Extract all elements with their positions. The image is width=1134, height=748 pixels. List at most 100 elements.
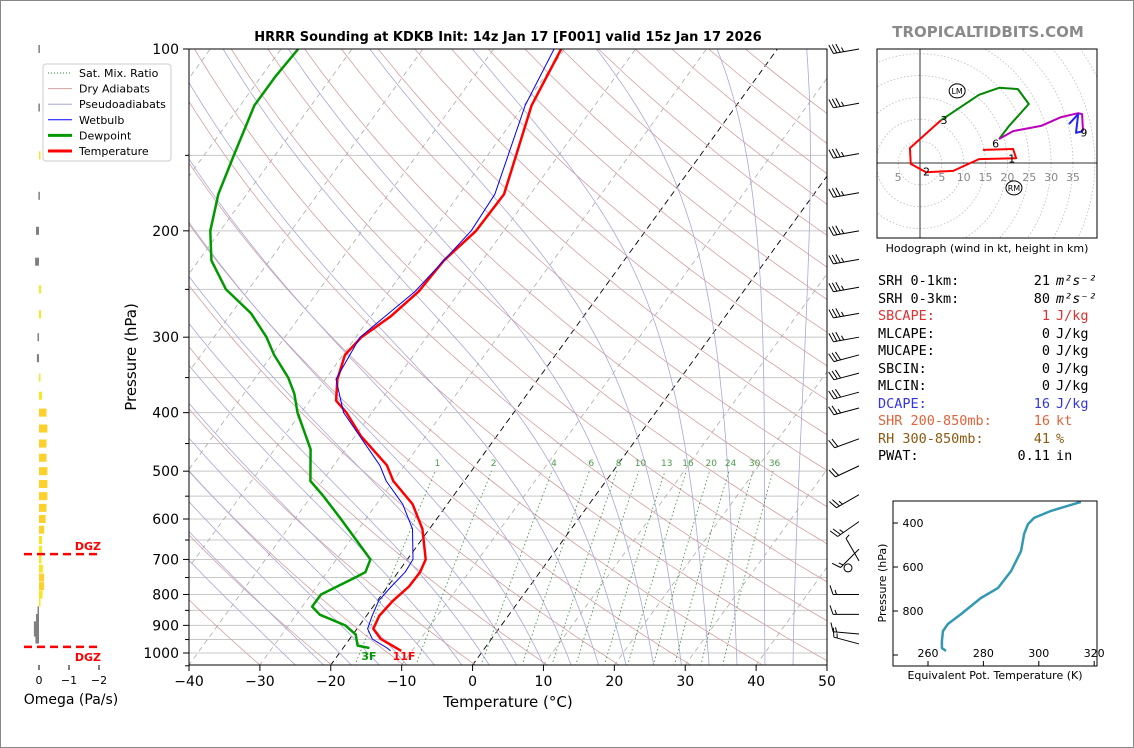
legend-label: Pseudoadiabats — [79, 98, 166, 111]
barb-staff — [834, 438, 860, 449]
dry-adiabat — [341, 49, 827, 471]
watermark: TROPICALTIDBITS.COM — [892, 23, 1084, 41]
wind-barb — [829, 605, 859, 615]
hodograph-caption: Hodograph (wind in kt, height in km) — [886, 242, 1089, 255]
isotherm — [189, 49, 636, 665]
mixing-ratio-line — [700, 471, 754, 665]
mixing-ratio-line — [627, 471, 687, 665]
hodograph-height-label: 9 — [1080, 126, 1087, 139]
omega-bar — [39, 573, 45, 582]
hodograph-trace — [908, 119, 1018, 174]
pseudoadiabat — [189, 158, 572, 665]
stat-unit: in — [1056, 448, 1073, 464]
barb-flag — [830, 622, 834, 632]
barb-half-flag — [841, 101, 845, 107]
omega-bar — [37, 606, 39, 615]
barb-flag — [831, 226, 838, 235]
omega-bar — [39, 479, 48, 488]
barb-flag — [835, 281, 841, 291]
omega-bar — [39, 310, 42, 319]
dry-adiabat — [267, 49, 827, 545]
omega-bar — [39, 408, 47, 417]
stat-value: 0 — [1041, 378, 1050, 394]
omega-bar — [39, 492, 48, 501]
stat-label: DCAPE: — [878, 395, 927, 412]
dry-adiabat — [189, 534, 333, 665]
omega-bar — [39, 373, 41, 382]
y-tick-label: 300 — [152, 330, 179, 346]
y-tick-label: 900 — [152, 618, 179, 634]
barb-flag — [835, 225, 841, 235]
highlight-isotherm — [472, 175, 827, 665]
stat-value: 0.11 — [1017, 448, 1050, 464]
stat-unit: J/kg — [1056, 378, 1089, 394]
hodograph-ring-label: 5 — [895, 171, 902, 184]
dry-adiabat — [230, 49, 827, 583]
omega-bar — [36, 354, 39, 363]
pseudoadiabat — [288, 49, 655, 665]
wind-barb — [828, 308, 860, 319]
mixing-ratio-line — [674, 471, 730, 665]
pseudoadiabat — [792, 49, 811, 665]
isotherm — [542, 273, 827, 665]
barb-flag — [831, 370, 838, 380]
barb-flag — [835, 98, 841, 107]
pseudoadiabat — [189, 81, 599, 665]
isotherm — [189, 49, 566, 568]
barb-flag — [832, 499, 840, 507]
mixing-ratio-label: 20 — [705, 459, 717, 469]
barb-flag — [828, 226, 834, 236]
wind-barb — [829, 494, 860, 509]
barb-flag — [831, 332, 838, 342]
x-tick-label: −10 — [387, 674, 417, 690]
y-axis-label: Pressure (hPa) — [122, 303, 140, 411]
legend: Sat. Mix. Ratio Dry Adiabats Pseudoadiabat… — [42, 63, 172, 162]
hodograph-area — [877, 49, 1097, 238]
omega-bar — [35, 635, 39, 644]
dry-adiabat — [189, 100, 827, 662]
stat-value: 1 — [1041, 308, 1050, 324]
omega-bar — [38, 103, 40, 112]
stat-label: SRH 0-3km: — [878, 290, 960, 307]
legend-box — [42, 63, 172, 162]
stat-label: MLCIN: — [878, 378, 927, 394]
legend-label: Wetbulb — [79, 114, 124, 127]
dry-adiabat — [189, 346, 548, 665]
barb-staff — [833, 258, 860, 265]
barb-flag — [831, 44, 838, 54]
barb-flag — [835, 148, 841, 158]
theta-e-y-label: Pressure (hPa) — [876, 544, 889, 623]
y-tick-label: 200 — [152, 224, 179, 240]
omega-bar — [39, 535, 42, 544]
skewt-plot-area — [189, 49, 827, 665]
barb-half-flag — [841, 285, 845, 291]
x-tick-label: 30 — [676, 674, 694, 690]
barb-flag — [831, 148, 838, 158]
omega-bar — [39, 285, 42, 294]
mixing-ratio-line — [415, 471, 492, 665]
hodograph-trace — [998, 112, 1084, 140]
stat-label: MUCAPE: — [878, 343, 935, 359]
stat-unit: % — [1056, 430, 1065, 447]
x-tick-label: −40 — [174, 674, 204, 690]
isotherm — [259, 49, 707, 665]
omega-bar — [39, 598, 41, 607]
stat-unit: J/kg — [1056, 360, 1089, 377]
hodograph-height-label: 2 — [923, 166, 930, 179]
wind-barb — [828, 465, 860, 478]
theta-e-frame — [892, 500, 1098, 667]
barb-staff — [833, 48, 860, 55]
mixing-ratio-label: 30 — [749, 459, 761, 469]
theta-e-x-tick-label: 300 — [1028, 647, 1049, 660]
barb-staff — [837, 521, 860, 537]
pseudoadiabat — [189, 437, 408, 665]
mixing-ratio-line — [575, 471, 640, 665]
surface-temperature-label: 11F — [393, 650, 416, 663]
omega-bar — [39, 564, 43, 573]
mixing-ratio-label: 8 — [616, 459, 622, 469]
stat-value: 0 — [1041, 343, 1050, 359]
legend-label: Sat. Mix. Ratio — [79, 67, 159, 80]
barb-half-flag — [834, 609, 837, 615]
barb-flag — [835, 43, 841, 53]
